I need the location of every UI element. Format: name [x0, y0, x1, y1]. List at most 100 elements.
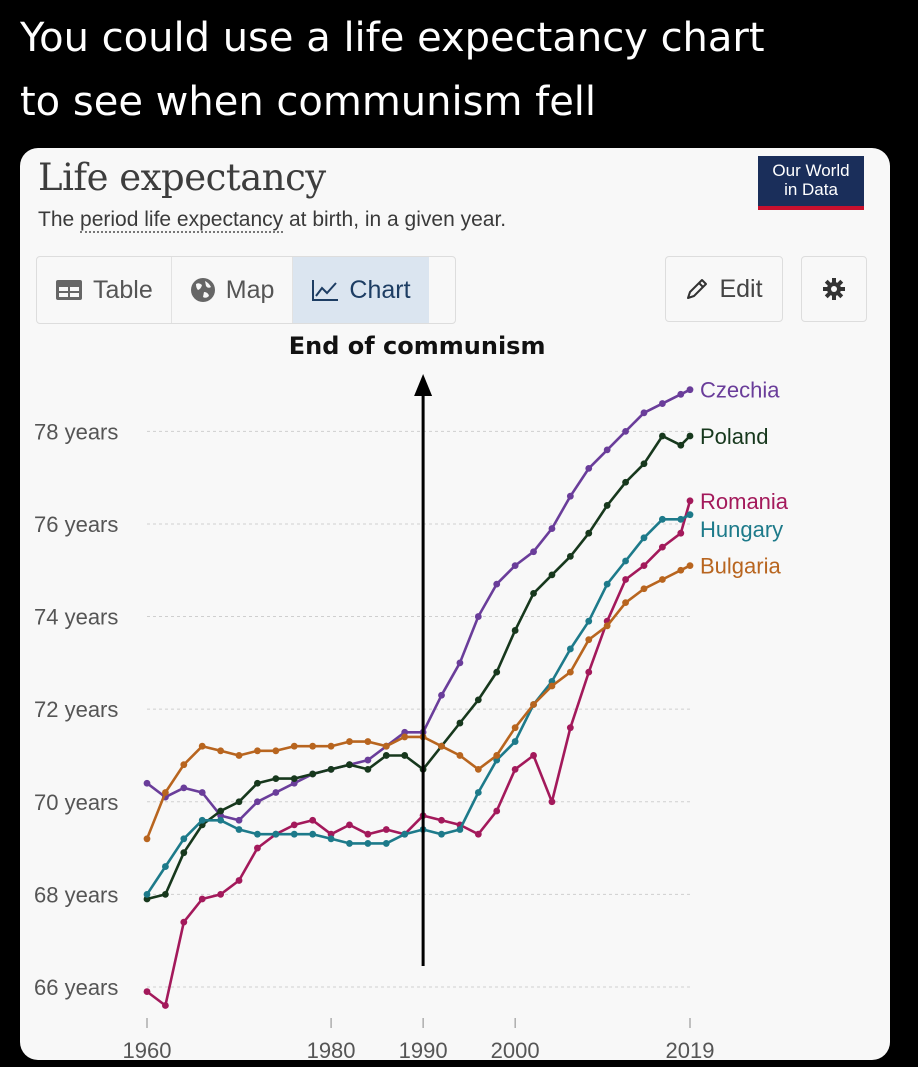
data-point-poland [401, 752, 409, 759]
subtitle-suffix: at birth, in a given year. [283, 208, 507, 231]
owid-logo[interactable]: Our World in Data [758, 156, 864, 210]
data-point-poland [290, 775, 298, 783]
data-point-hungary [511, 738, 519, 745]
table-icon [56, 280, 82, 300]
data-point-poland [346, 761, 353, 769]
edit-button-label: Edit [719, 274, 763, 303]
data-point-czechia [686, 386, 694, 394]
data-point-czechia [474, 613, 482, 620]
data-point-poland [309, 770, 317, 778]
data-point-hungary [566, 645, 574, 653]
data-point-romania [143, 988, 151, 995]
data-point-romania [686, 497, 694, 505]
data-point-poland [235, 798, 243, 806]
subtitle-prefix: The [38, 208, 81, 231]
data-point-poland [180, 849, 188, 857]
data-point-hungary [658, 515, 666, 523]
series-label-czechia: Czechia [700, 378, 780, 403]
data-point-bulgaria [456, 752, 464, 759]
tab-map-label: Map [225, 275, 275, 304]
data-point-poland [640, 460, 648, 468]
data-point-bulgaria [254, 747, 261, 755]
series-label-hungary: Hungary [700, 517, 783, 542]
data-point-poland [585, 529, 593, 537]
chart-card: Life expectancy The period life expectan… [20, 148, 890, 1060]
data-point-czechia [566, 492, 574, 500]
data-point-hungary [309, 830, 317, 838]
data-point-hungary [272, 830, 280, 838]
tab-chart[interactable]: Chart [292, 257, 429, 323]
data-point-bulgaria [198, 742, 206, 750]
data-point-hungary [686, 511, 694, 519]
data-point-romania [162, 1002, 169, 1009]
data-point-romania [364, 830, 372, 838]
data-point-hungary [346, 840, 353, 847]
data-point-czechia [603, 446, 611, 454]
gear-icon [823, 278, 845, 300]
data-point-romania [622, 576, 629, 583]
data-point-bulgaria [309, 742, 317, 750]
series-line-hungary [145, 513, 691, 896]
logo-line-2: in Data [784, 180, 838, 199]
data-point-poland [493, 668, 501, 676]
data-point-czechia [658, 400, 666, 407]
data-point-hungary [456, 826, 464, 833]
data-point-czechia [493, 580, 501, 588]
data-point-romania [493, 807, 501, 815]
data-point-hungary [198, 816, 206, 824]
data-point-bulgaria [217, 747, 225, 755]
tab-map[interactable]: Map [170, 257, 293, 323]
data-point-poland [364, 765, 372, 773]
y-tick-label: 72 years [34, 697, 118, 722]
data-point-poland [566, 552, 574, 560]
settings-button[interactable] [801, 256, 867, 322]
data-point-bulgaria [272, 747, 280, 755]
data-point-poland [511, 627, 519, 634]
data-point-poland [382, 752, 390, 759]
data-point-czechia [198, 789, 206, 796]
data-point-romania [585, 668, 593, 676]
data-point-poland [622, 478, 629, 486]
logo-line-1: Our World [772, 161, 850, 180]
data-point-hungary [327, 835, 335, 843]
data-point-romania [438, 816, 445, 824]
data-point-czechia [143, 779, 151, 787]
data-point-bulgaria [290, 742, 298, 750]
data-point-romania [382, 826, 390, 833]
data-point-czechia [640, 409, 648, 417]
data-point-czechia [180, 784, 188, 792]
edit-button[interactable]: Edit [665, 256, 783, 322]
data-point-czechia [530, 548, 537, 556]
series-label-romania: Romania [700, 489, 789, 514]
annotation-arrow-head [414, 374, 433, 396]
data-point-bulgaria [511, 724, 519, 732]
data-point-romania [566, 724, 574, 732]
data-point-poland [474, 696, 482, 704]
chart-title: Life expectancy [38, 156, 326, 199]
view-tabs: Table Map Chart [36, 256, 456, 324]
data-point-bulgaria [603, 622, 611, 630]
data-point-hungary [290, 830, 298, 838]
data-point-romania [677, 529, 685, 537]
data-point-hungary [217, 816, 225, 824]
data-point-romania [217, 890, 225, 898]
y-tick-label: 68 years [34, 882, 118, 907]
post-caption: You could use a life expectancy chart to… [20, 6, 900, 134]
data-point-poland [327, 765, 335, 773]
data-point-bulgaria [401, 733, 409, 741]
data-point-bulgaria [585, 636, 593, 644]
definition-link[interactable]: period life expectancy [80, 208, 284, 233]
data-point-poland [456, 719, 464, 727]
data-point-hungary [438, 830, 445, 838]
data-point-poland [677, 441, 685, 449]
x-tick-label: 1980 [307, 1038, 356, 1060]
data-point-czechia [364, 756, 372, 764]
tab-table[interactable]: Table [37, 257, 171, 323]
data-point-romania [658, 543, 666, 551]
data-point-bulgaria [180, 761, 188, 769]
y-tick-label: 74 years [34, 605, 118, 630]
tab-table-label: Table [93, 275, 153, 304]
data-point-czechia [456, 659, 464, 667]
data-point-bulgaria [235, 752, 243, 759]
y-tick-label: 70 years [34, 790, 118, 815]
